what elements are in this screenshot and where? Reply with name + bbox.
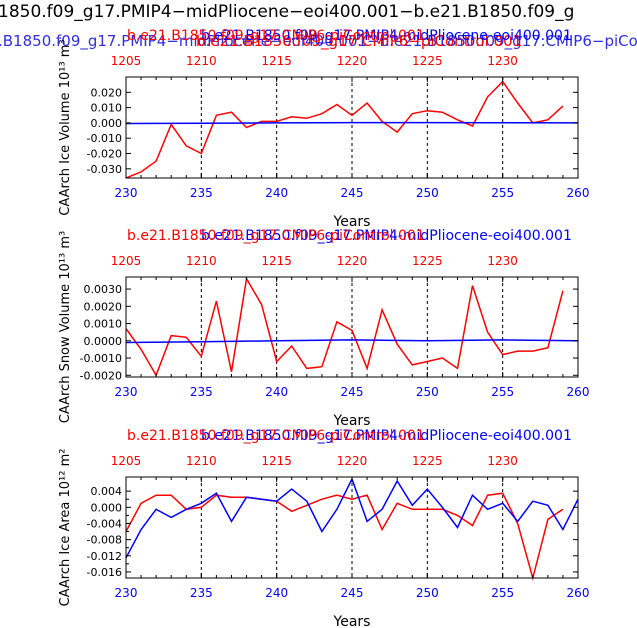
top-tick-label: 1215 <box>261 54 292 68</box>
y-tick-label: -0.0010 <box>80 352 122 365</box>
header-line-1: 1850.f09_g17.PMIP4−midPliocene−eoi400.00… <box>0 2 574 22</box>
top-tick-label: 1230 <box>487 254 518 268</box>
top-tick-label: 1220 <box>337 454 368 468</box>
x-tick-label: 250 <box>416 385 439 399</box>
top-tick-label: 1205 <box>111 254 142 268</box>
y-tick-label: 0.0030 <box>84 283 123 296</box>
top-tick-label: 1205 <box>111 454 142 468</box>
series-line-red <box>125 276 564 378</box>
series-line-blue <box>125 121 579 125</box>
panel-title-red: b.e21.B1850.f09_g17.CMIP6-piControl.001 <box>127 228 425 244</box>
x-tick-label: 230 <box>115 385 138 399</box>
x-tick-label: 255 <box>491 186 514 200</box>
panel-title-red: b.e21.B1850.f09_g17.CMIP6-piControl.001 <box>127 28 425 44</box>
x-axis-label: Years <box>333 214 371 230</box>
y-tick-label: -0.008 <box>87 534 122 547</box>
panel-title-red: b.e21.B1850.f09_g17.CMIP6-piControl.001 <box>127 428 425 444</box>
x-tick-label: 250 <box>416 586 439 600</box>
y-tick-label: -0.012 <box>87 550 122 563</box>
x-tick-label: 240 <box>265 186 288 200</box>
series-line-blue <box>125 339 579 344</box>
series-line-red <box>125 80 564 179</box>
x-tick-label: 230 <box>115 586 138 600</box>
x-axis-label: Years <box>333 614 371 628</box>
x-tick-label: 230 <box>115 186 138 200</box>
top-tick-label: 1230 <box>487 454 518 468</box>
header-line-2: .B1850.f09_g17.PMIP4−midPliocene−eoi400.… <box>0 32 637 51</box>
x-tick-label: 235 <box>190 385 213 399</box>
y-axis-label: CAArch Ice Volume 10¹³ m³ <box>58 39 73 215</box>
x-axis-label: Years <box>333 413 371 429</box>
y-tick-label: -0.016 <box>87 566 122 579</box>
x-tick-label: 250 <box>416 186 439 200</box>
top-tick-label: 1210 <box>186 54 217 68</box>
top-tick-label: 1215 <box>261 254 292 268</box>
x-tick-label: 240 <box>265 586 288 600</box>
x-tick-label: 245 <box>341 586 364 600</box>
top-tick-label: 1230 <box>487 54 518 68</box>
y-tick-label: -0.030 <box>87 163 122 176</box>
panel-3: b.e21.B1850.f09_g17.PMIP4-midPliocene-eo… <box>58 428 589 628</box>
x-tick-label: 235 <box>190 586 213 600</box>
y-tick-label: -0.010 <box>87 132 122 145</box>
x-tick-label: 260 <box>567 186 590 200</box>
series-line-red <box>125 492 564 581</box>
panel-title-blue: b.e21.B1850.f09_g17.PMIP4-midPliocene-eo… <box>201 28 572 44</box>
x-tick-label: 245 <box>341 385 364 399</box>
y-tick-label: 0.000 <box>91 501 123 514</box>
top-tick-label: 1225 <box>412 454 443 468</box>
y-tick-label: 0.010 <box>91 102 123 115</box>
panel-2: b.e21.B1850.f09_g17.PMIP4-midPliocene-eo… <box>58 228 589 429</box>
panel-title-blue: b.e21.B1850.f09_g17.PMIP4-midPliocene-eo… <box>201 228 572 244</box>
panel-1: b.e21.B1850.f09_g17.PMIP4-midPliocene-eo… <box>58 28 589 230</box>
x-tick-label: 245 <box>341 186 364 200</box>
top-tick-label: 1225 <box>412 54 443 68</box>
y-tick-label: 0.0010 <box>84 318 123 331</box>
y-tick-label: -0.004 <box>87 517 122 530</box>
x-tick-label: 260 <box>567 385 590 399</box>
y-tick-label: -0.020 <box>87 148 122 161</box>
x-tick-label: 240 <box>265 385 288 399</box>
y-tick-label: 0.004 <box>91 485 123 498</box>
panel-title-blue: b.e21.B1850.f09_g17.PMIP4-midPliocene-eo… <box>201 428 572 444</box>
top-tick-label: 1215 <box>261 454 292 468</box>
top-tick-label: 1210 <box>186 454 217 468</box>
y-tick-label: 0.020 <box>91 86 123 99</box>
top-tick-label: 1220 <box>337 54 368 68</box>
top-tick-label: 1210 <box>186 254 217 268</box>
x-tick-label: 255 <box>491 586 514 600</box>
y-tick-label: -0.0020 <box>80 369 122 382</box>
x-tick-label: 235 <box>190 186 213 200</box>
y-tick-label: 0.000 <box>91 117 123 130</box>
header-line-2-overlap: b.e21.B1850.f09_g17.CMIP6−piControl.001 <box>196 32 522 51</box>
y-axis-label: CAArch Snow Volume 10¹³ m³ <box>58 231 73 423</box>
top-tick-label: 1225 <box>412 254 443 268</box>
y-tick-label: 0.0000 <box>84 335 123 348</box>
top-tick-label: 1205 <box>111 54 142 68</box>
x-tick-label: 260 <box>567 586 590 600</box>
y-tick-label: 0.0020 <box>84 300 123 313</box>
x-tick-label: 255 <box>491 385 514 399</box>
y-axis-label: CAArch Ice Area 10¹² m² <box>58 449 73 607</box>
top-tick-label: 1220 <box>337 254 368 268</box>
